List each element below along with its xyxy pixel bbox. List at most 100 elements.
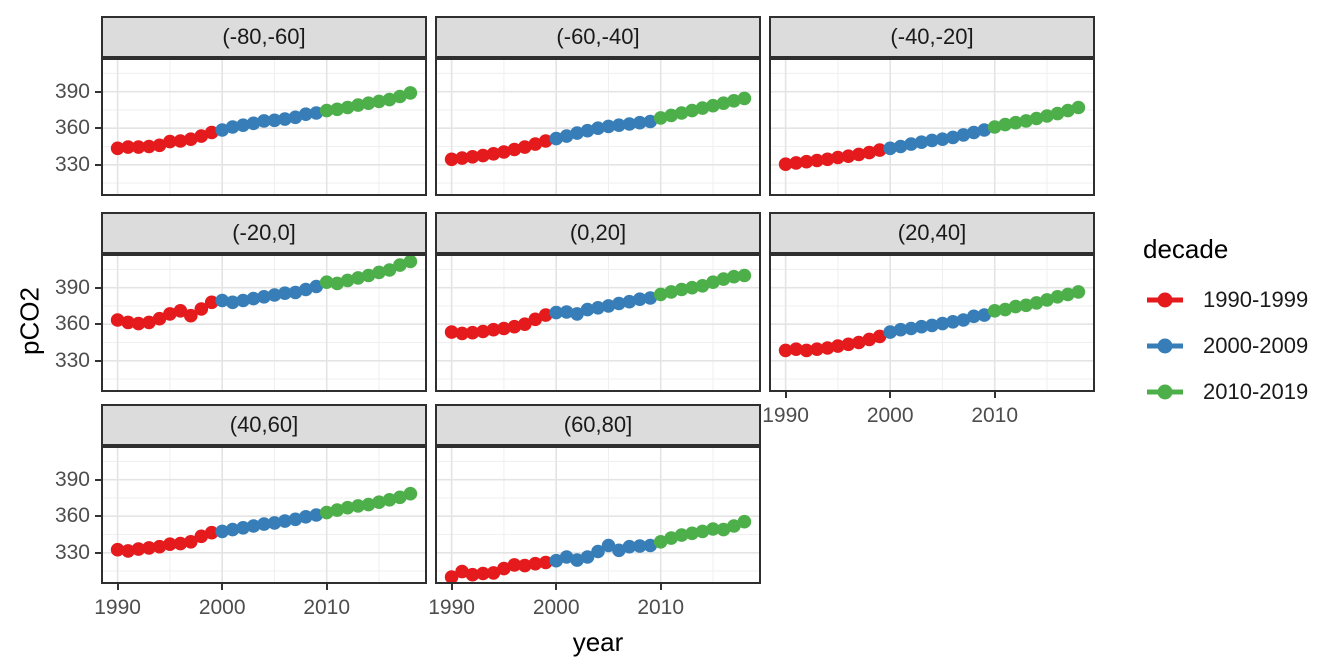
data-point — [497, 145, 511, 159]
data-point — [351, 499, 365, 513]
data-point — [507, 319, 522, 334]
data-point — [444, 570, 459, 582]
data-point — [727, 269, 741, 284]
y-tick-label: 330 — [54, 348, 90, 372]
data-point — [403, 256, 418, 269]
data-point — [288, 285, 303, 300]
legend-entry: 2000-2009 — [1143, 331, 1308, 361]
data-point — [319, 103, 334, 118]
data-point — [131, 316, 146, 331]
data-point — [862, 145, 877, 160]
data-point — [246, 116, 261, 131]
data-point — [131, 140, 146, 154]
data-point — [883, 141, 897, 156]
data-point — [685, 103, 699, 118]
data-point — [173, 536, 188, 551]
data-point — [1061, 287, 1075, 302]
data-point — [1019, 298, 1033, 313]
data-point — [716, 522, 731, 537]
data-point — [633, 115, 647, 130]
data-point — [810, 342, 824, 356]
data-point — [497, 561, 511, 576]
y-tick-label: 360 — [54, 116, 90, 140]
x-tick — [889, 392, 892, 398]
data-point — [142, 315, 156, 330]
data-point — [653, 287, 668, 302]
data-point — [685, 280, 699, 295]
data-point — [382, 263, 397, 277]
x-tick — [325, 584, 328, 590]
data-point — [299, 282, 313, 297]
data-point — [528, 556, 543, 571]
data-point — [935, 316, 950, 331]
data-point — [507, 142, 522, 157]
data-point — [173, 304, 188, 318]
data-point — [361, 268, 376, 283]
data-point — [653, 111, 668, 125]
data-point — [204, 125, 219, 140]
y-tick — [95, 323, 101, 326]
y-tick — [95, 478, 101, 481]
data-point — [559, 550, 574, 564]
data-point — [831, 150, 845, 165]
data-point — [257, 290, 271, 304]
data-point — [1071, 100, 1086, 115]
legend-label: 1990-1999 — [1203, 287, 1309, 312]
data-point — [403, 486, 418, 501]
facet-strip-label: (-80,-60] — [222, 24, 306, 49]
data-point — [987, 304, 1002, 318]
data-point — [559, 129, 574, 143]
y-tick — [95, 127, 101, 130]
data-point — [591, 301, 605, 315]
data-point — [465, 150, 480, 164]
data-point — [257, 114, 271, 128]
y-tick-label: 390 — [54, 79, 90, 103]
data-point — [152, 311, 167, 326]
legend-key-1990s-icon — [1147, 292, 1183, 308]
data-point — [142, 139, 156, 154]
facet-strip: (-20,0] — [101, 212, 427, 254]
data-point — [799, 154, 814, 169]
data-point — [1040, 109, 1054, 123]
data-point — [163, 307, 177, 321]
x-tick-label: 1990 — [94, 596, 141, 619]
data-point — [778, 343, 793, 358]
data-point — [194, 529, 209, 544]
data-point — [393, 490, 407, 505]
data-point — [184, 535, 198, 549]
data-point — [486, 147, 501, 161]
data-point — [518, 558, 532, 573]
data-point — [194, 129, 209, 143]
data-point — [455, 564, 469, 579]
y-tick — [95, 90, 101, 93]
data-point — [1008, 115, 1023, 130]
data-point — [925, 133, 939, 148]
data-point — [455, 151, 469, 165]
facet-strip: (20,40] — [769, 212, 1095, 254]
y-tick-label: 360 — [54, 504, 90, 528]
data-point — [716, 96, 731, 110]
data-point — [967, 125, 981, 140]
data-point — [403, 86, 418, 100]
x-tick-label: 2010 — [303, 596, 351, 619]
data-point — [935, 132, 950, 146]
data-point — [340, 100, 355, 115]
legend-key-point — [1157, 338, 1173, 354]
data-point — [914, 319, 929, 334]
data-point — [351, 98, 365, 112]
data-point — [215, 293, 229, 308]
data-point — [393, 258, 407, 272]
data-point — [977, 123, 992, 137]
data-point — [330, 276, 344, 291]
facet-strip-label: (60,80] — [563, 412, 633, 437]
data-point — [486, 322, 501, 337]
data-point — [862, 332, 877, 347]
data-point — [215, 123, 229, 137]
data-point — [956, 313, 971, 327]
data-point — [622, 117, 637, 131]
x-tick — [555, 584, 558, 590]
y-tick — [95, 286, 101, 289]
data-point — [946, 130, 960, 145]
data-point — [727, 519, 741, 533]
data-point — [173, 134, 188, 148]
